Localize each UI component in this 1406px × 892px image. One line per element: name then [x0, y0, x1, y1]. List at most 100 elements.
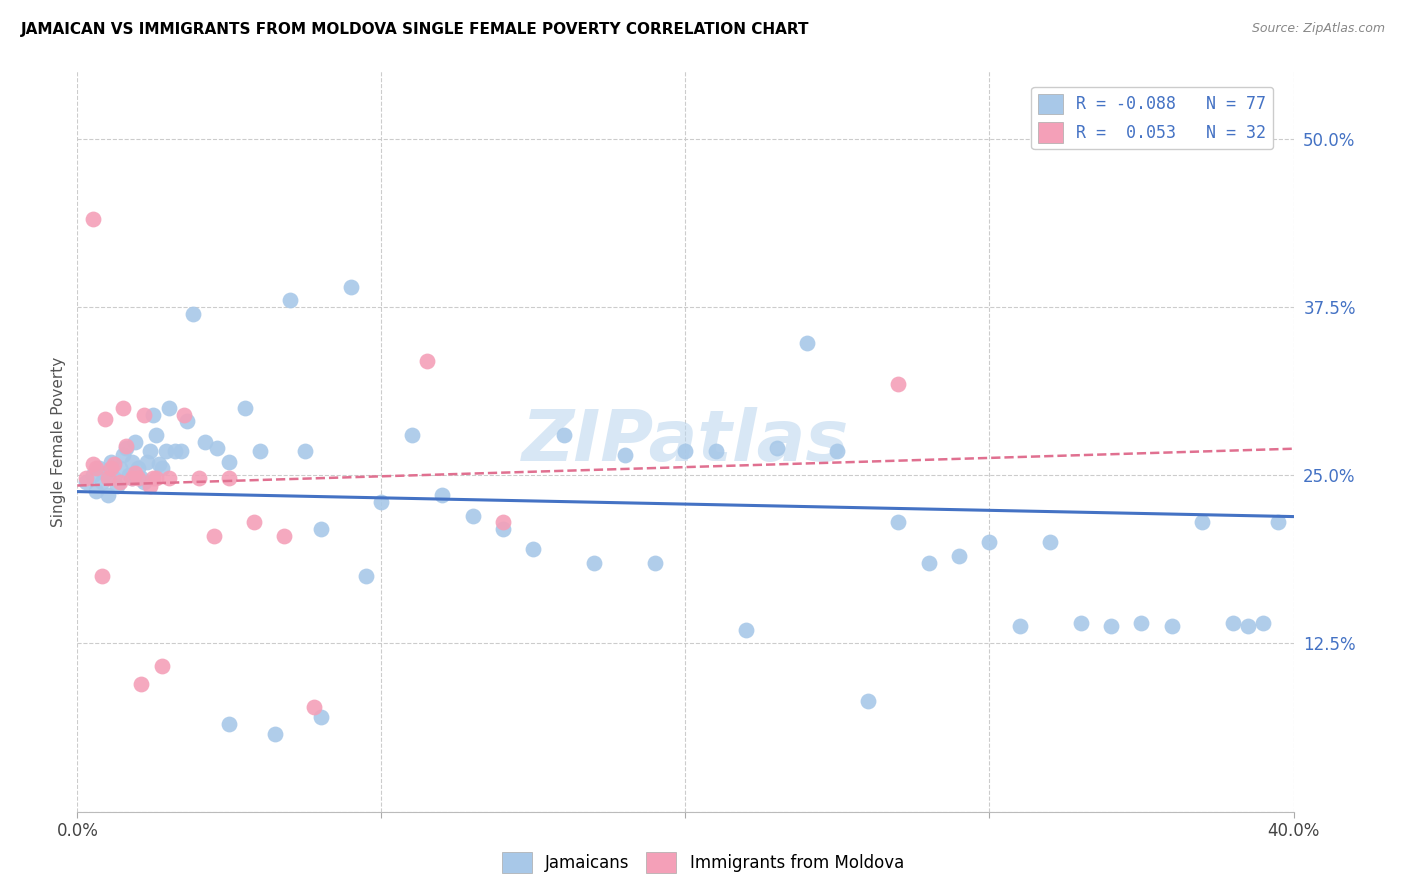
Point [278, 293, 301, 308]
Point [273, 529, 295, 543]
Point [82, 212, 104, 227]
Point [1161, 619, 1184, 633]
Point [84, 484, 107, 499]
Point [139, 479, 162, 493]
Point [127, 461, 149, 475]
Point [218, 455, 240, 469]
Point [100, 455, 122, 469]
Point [145, 471, 167, 485]
Point [249, 444, 271, 458]
Legend: R = -0.088   N = 77, R =  0.053   N = 32: R = -0.088 N = 77, R = 0.053 N = 32 [1032, 87, 1272, 150]
Point [148, 458, 170, 472]
Point [93, 411, 115, 425]
Point [233, 401, 256, 415]
Point [304, 699, 326, 714]
Point [82, 468, 104, 483]
Point [979, 535, 1001, 549]
Point [152, 461, 174, 475]
Point [613, 448, 636, 462]
Point [90, 569, 112, 583]
Point [93, 466, 115, 480]
Point [1130, 616, 1153, 631]
Point [735, 623, 758, 637]
Point [242, 516, 264, 530]
Point [887, 376, 910, 391]
Point [583, 556, 606, 570]
Point [430, 488, 453, 502]
Point [108, 461, 131, 475]
Point [704, 444, 727, 458]
Point [124, 434, 146, 449]
Point [115, 442, 138, 456]
Point [176, 414, 198, 428]
Point [155, 444, 177, 458]
Point [1222, 616, 1244, 631]
Point [136, 455, 159, 469]
Point [103, 458, 125, 472]
Point [416, 353, 439, 368]
Point [522, 542, 544, 557]
Point [90, 475, 112, 489]
Point [97, 471, 120, 485]
Text: ZIPatlas: ZIPatlas [522, 407, 849, 476]
Point [142, 408, 165, 422]
Point [127, 471, 149, 485]
Point [1251, 616, 1274, 631]
Point [340, 279, 363, 293]
Point [1267, 516, 1289, 530]
Point [157, 401, 180, 415]
Point [264, 726, 287, 740]
Point [218, 471, 240, 485]
Point [87, 461, 110, 475]
Point [918, 556, 941, 570]
Point [354, 569, 377, 583]
Point [121, 455, 143, 469]
Point [492, 516, 515, 530]
Point [1099, 619, 1122, 633]
Point [139, 444, 162, 458]
Y-axis label: Single Female Poverty: Single Female Poverty [51, 357, 66, 526]
Point [461, 508, 484, 523]
Point [75, 471, 97, 485]
Point [205, 442, 228, 456]
Point [163, 444, 186, 458]
Point [644, 556, 666, 570]
Point [309, 710, 332, 724]
Point [170, 444, 193, 458]
Point [948, 549, 970, 563]
Point [108, 475, 131, 489]
Point [188, 471, 211, 485]
Point [401, 427, 423, 442]
Point [553, 427, 575, 442]
Point [152, 659, 174, 673]
Point [103, 471, 125, 485]
Point [121, 471, 143, 485]
Text: JAMAICAN VS IMMIGRANTS FROM MOLDOVA SINGLE FEMALE POVERTY CORRELATION CHART: JAMAICAN VS IMMIGRANTS FROM MOLDOVA SING… [21, 22, 810, 37]
Point [675, 444, 697, 458]
Point [105, 479, 128, 493]
Point [129, 471, 152, 485]
Point [142, 471, 165, 485]
Point [492, 522, 515, 536]
Point [145, 427, 167, 442]
Point [765, 442, 787, 456]
Point [856, 694, 879, 708]
Point [118, 468, 141, 483]
Point [157, 471, 180, 485]
Point [134, 475, 156, 489]
Point [100, 461, 122, 475]
Point [82, 458, 104, 472]
Point [1039, 535, 1062, 549]
Point [827, 444, 849, 458]
Point [370, 495, 392, 509]
Point [294, 444, 316, 458]
Point [202, 529, 225, 543]
Point [887, 516, 910, 530]
Point [1008, 619, 1031, 633]
Point [173, 408, 195, 422]
Point [129, 677, 152, 691]
Point [134, 408, 156, 422]
Point [97, 488, 120, 502]
Point [75, 475, 97, 489]
Point [309, 522, 332, 536]
